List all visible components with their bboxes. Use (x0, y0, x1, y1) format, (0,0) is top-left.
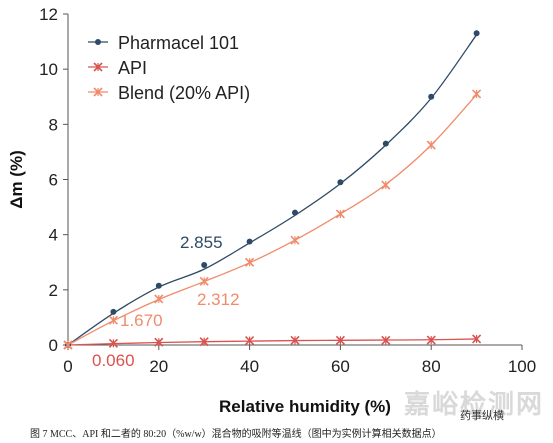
legend-marker-pharmacel-101 (95, 39, 101, 45)
legend-marker-blend-20-api (93, 87, 103, 97)
series-line-blend-20-api (67, 94, 478, 346)
data-point-blend-20-api (472, 89, 482, 99)
legend-label-api: API (118, 58, 147, 78)
data-point-blend-20-api (290, 235, 300, 245)
annotation-label: 2.855 (180, 233, 223, 252)
data-point-api (335, 335, 345, 345)
data-point-blend-20-api (245, 257, 255, 267)
data-point-pharmacel-101 (292, 209, 298, 216)
data-point-pharmacel-101 (382, 140, 389, 147)
y-tick-label: 6 (49, 171, 58, 190)
x-tick-label: 100 (508, 357, 536, 376)
data-point-api (245, 336, 255, 346)
data-point-blend-20-api (154, 294, 164, 304)
chart-legend: Pharmacel 101 API Blend (20% API) (88, 33, 250, 103)
data-point-api (154, 337, 164, 347)
data-point-api (199, 337, 209, 347)
data-point-blend-20-api (108, 315, 118, 325)
data-point-blend-20-api (199, 276, 209, 286)
data-point-api (426, 335, 436, 345)
watermark: 嘉峪检测网 (404, 390, 545, 420)
data-point-pharmacel-101 (473, 30, 480, 37)
y-axis-label: Δm (%) (7, 150, 26, 209)
chart-axes: 0 20 40 60 80 100 0 2 4 6 8 10 12 Relative humidity (… (7, 5, 536, 416)
data-point-api (472, 334, 482, 344)
legend-label-pharmacel-101: Pharmacel 101 (118, 33, 239, 53)
figure-caption: 图 7 MCC、API 和二者的 80:20（%w/w）混合物的吸附等温线（图中… (30, 429, 442, 440)
data-point-pharmacel-101 (246, 238, 253, 245)
chart-markers (63, 30, 482, 350)
data-point-pharmacel-101 (155, 282, 162, 289)
data-point-api (381, 335, 391, 345)
annotation-label: 1.670 (120, 311, 163, 330)
x-tick-label: 80 (422, 357, 441, 376)
data-point-blend-20-api (335, 209, 345, 219)
data-point-blend-20-api (63, 340, 73, 350)
x-tick-label: 20 (149, 357, 168, 376)
x-tick-label: 0 (63, 357, 72, 376)
y-tick-label: 12 (39, 5, 58, 24)
wechat-label: 药事纵横 (460, 409, 504, 422)
legend-marker-api (93, 62, 103, 72)
data-point-pharmacel-101 (110, 308, 117, 315)
data-point-blend-20-api (426, 140, 436, 150)
data-point-pharmacel-101 (337, 179, 344, 186)
series-line-pharmacel-101 (67, 34, 478, 346)
y-tick-label: 8 (49, 115, 58, 134)
x-tick-label: 60 (331, 357, 350, 376)
data-point-api (290, 335, 300, 345)
annotation-label: 2.312 (197, 290, 240, 309)
chart-annotations: 2.855 2.312 1.670 0.060 (92, 233, 240, 370)
x-axis-label: Relative humidity (%) (219, 397, 391, 416)
annotation-label: 0.060 (92, 351, 135, 370)
data-point-pharmacel-101 (428, 93, 435, 100)
legend-label-blend-20-api: Blend (20% API) (118, 83, 250, 103)
data-point-blend-20-api (381, 180, 391, 190)
data-point-api (108, 338, 118, 348)
y-tick-label: 2 (49, 281, 58, 300)
chart-series-lines (67, 34, 478, 346)
x-tick-label: 40 (240, 357, 259, 376)
data-point-pharmacel-101 (201, 262, 208, 269)
y-tick-label: 10 (39, 60, 58, 79)
y-tick-label: 4 (49, 226, 58, 245)
series-line-api (67, 338, 477, 346)
y-tick-label: 0 (49, 336, 58, 355)
